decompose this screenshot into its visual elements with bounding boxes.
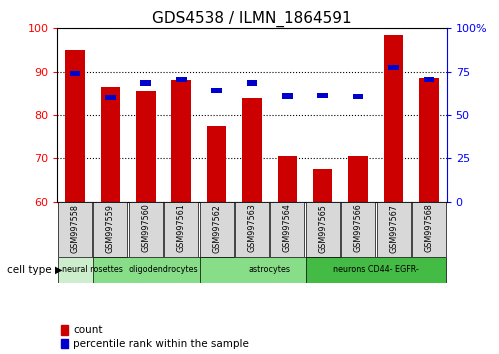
Bar: [93, 202, 127, 257]
Bar: [200, 257, 340, 283]
Text: GSM997567: GSM997567: [389, 204, 398, 252]
Text: GSM997561: GSM997561: [177, 204, 186, 252]
Bar: [247, 80, 257, 86]
Bar: [172, 80, 191, 202]
Bar: [412, 202, 446, 257]
Text: GSM997562: GSM997562: [212, 204, 221, 252]
Bar: [58, 202, 92, 257]
Bar: [384, 35, 403, 202]
Bar: [353, 94, 363, 99]
Text: neural rosettes: neural rosettes: [62, 266, 123, 274]
Bar: [306, 257, 446, 283]
Text: count: count: [73, 325, 102, 335]
Text: percentile rank within the sample: percentile rank within the sample: [73, 338, 249, 349]
Bar: [70, 71, 80, 76]
Text: GSM997568: GSM997568: [425, 204, 434, 252]
Text: ▶: ▶: [55, 265, 62, 275]
Text: GSM997559: GSM997559: [106, 204, 115, 253]
Bar: [377, 202, 411, 257]
Bar: [61, 339, 68, 348]
Bar: [65, 50, 85, 202]
Bar: [243, 98, 261, 202]
Text: oligodendrocytes: oligodendrocytes: [129, 266, 198, 274]
Text: GSM997566: GSM997566: [354, 204, 363, 252]
Text: neurons CD44- EGFR-: neurons CD44- EGFR-: [333, 266, 419, 274]
Text: GDS4538 / ILMN_1864591: GDS4538 / ILMN_1864591: [152, 11, 352, 27]
Bar: [136, 91, 156, 202]
Bar: [282, 93, 293, 98]
Bar: [58, 257, 127, 283]
Bar: [277, 156, 297, 202]
Bar: [317, 92, 328, 98]
Bar: [61, 325, 68, 335]
Bar: [348, 156, 368, 202]
Bar: [176, 77, 187, 82]
Bar: [424, 77, 434, 82]
Text: GSM997558: GSM997558: [70, 204, 79, 252]
Bar: [270, 202, 304, 257]
Text: GSM997560: GSM997560: [141, 204, 150, 252]
Text: astrocytes: astrocytes: [249, 266, 291, 274]
Bar: [313, 169, 332, 202]
Text: GSM997563: GSM997563: [248, 204, 256, 252]
Bar: [341, 202, 375, 257]
Bar: [129, 202, 163, 257]
Text: GSM997565: GSM997565: [318, 204, 327, 252]
Bar: [101, 87, 120, 202]
Text: cell type: cell type: [7, 265, 55, 275]
Bar: [235, 202, 269, 257]
Text: GSM997564: GSM997564: [283, 204, 292, 252]
Bar: [419, 78, 439, 202]
Bar: [93, 257, 234, 283]
Bar: [207, 126, 227, 202]
Bar: [164, 202, 198, 257]
Bar: [200, 202, 234, 257]
Bar: [141, 80, 151, 86]
Bar: [211, 88, 222, 93]
Bar: [388, 65, 399, 70]
Bar: [306, 202, 340, 257]
Bar: [105, 95, 116, 100]
